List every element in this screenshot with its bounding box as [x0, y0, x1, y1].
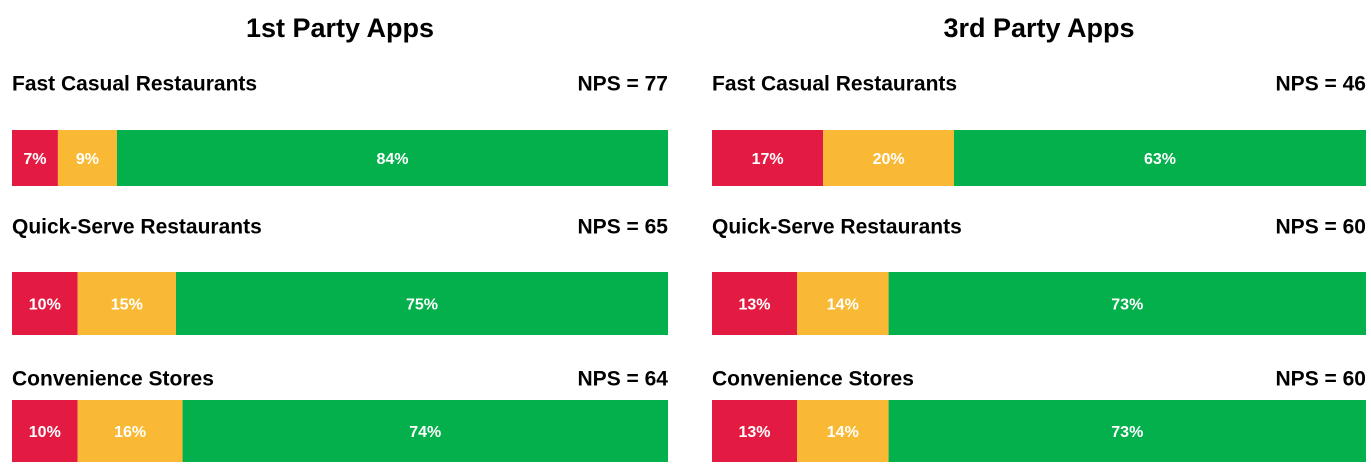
bar-segment: [888, 400, 1366, 462]
value-label: 10%: [29, 297, 61, 314]
nps-label: NPS = 60: [1276, 216, 1366, 239]
value-label: 63%: [1144, 151, 1176, 168]
value-label: 15%: [111, 297, 143, 314]
nps-label: NPS = 65: [578, 216, 669, 239]
value-label: 13%: [738, 424, 770, 441]
value-label: 9%: [76, 151, 99, 168]
bar-segment: [823, 130, 954, 186]
category-label: Fast Casual Restaurants: [12, 73, 257, 96]
bar-segment: [176, 272, 668, 335]
panel-title: 3rd Party Apps: [943, 13, 1134, 43]
value-label: 13%: [738, 297, 770, 314]
category-label: Convenience Stores: [12, 368, 214, 391]
nps-label: NPS = 64: [578, 368, 669, 391]
value-label: 75%: [406, 297, 438, 314]
bar-segment: [888, 272, 1366, 335]
value-label: 17%: [752, 151, 784, 168]
value-label: 20%: [873, 151, 905, 168]
value-label: 7%: [23, 151, 46, 168]
bar-segment: [797, 272, 889, 335]
value-label: 73%: [1111, 297, 1143, 314]
bar-segment: [953, 130, 1366, 186]
category-label: Quick-Serve Restaurants: [12, 216, 262, 239]
bar-segment: [182, 400, 668, 462]
bar-segment: [57, 130, 117, 186]
nps-label: NPS = 46: [1276, 73, 1366, 96]
value-label: 74%: [409, 424, 441, 441]
nps-label: NPS = 60: [1276, 368, 1366, 391]
category-label: Convenience Stores: [712, 368, 914, 391]
value-label: 16%: [114, 424, 146, 441]
category-label: Quick-Serve Restaurants: [712, 216, 962, 239]
bar-segment: [712, 130, 824, 186]
bar-segment: [12, 272, 78, 335]
bar-segment: [797, 400, 889, 462]
bar-segment: [712, 400, 798, 462]
bar-segment: [77, 272, 176, 335]
bar-segment: [12, 130, 58, 186]
bar-segment: [77, 400, 183, 462]
bar-segment: [12, 400, 78, 462]
value-label: 14%: [827, 297, 859, 314]
value-label: 84%: [376, 151, 408, 168]
panel-title: 1st Party Apps: [246, 13, 434, 43]
value-label: 10%: [29, 424, 61, 441]
nps-label: NPS = 77: [578, 73, 668, 96]
value-label: 14%: [827, 424, 859, 441]
category-label: Fast Casual Restaurants: [712, 73, 957, 96]
bar-segment: [116, 130, 668, 186]
bar-segment: [712, 272, 798, 335]
value-label: 73%: [1111, 424, 1143, 441]
